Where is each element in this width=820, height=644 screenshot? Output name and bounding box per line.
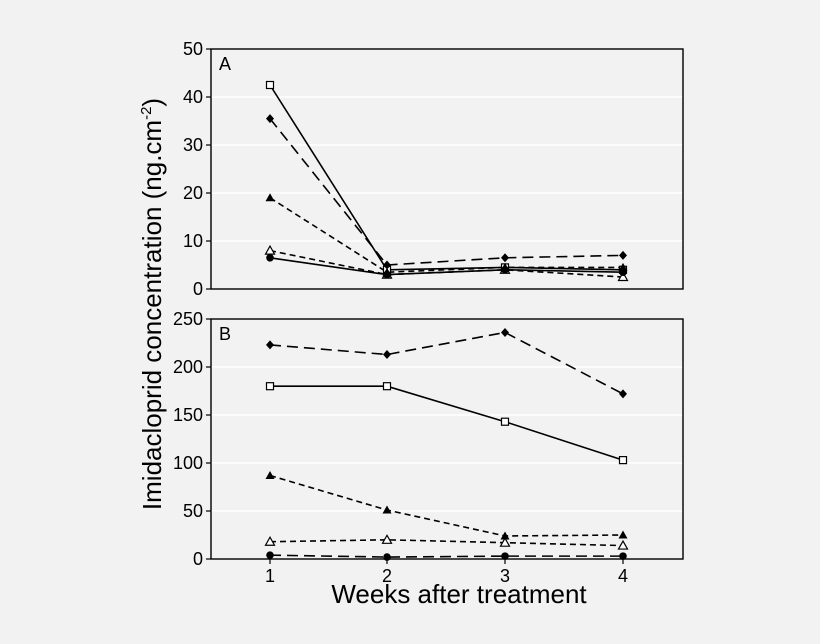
panel-a-series-5-point <box>619 268 627 277</box>
panel-b-series-3-point <box>500 531 510 540</box>
panel-a-y-tick-label: 10 <box>183 231 203 251</box>
panel-a-y-tick-label: 40 <box>183 87 203 107</box>
panel-a-series-3-point <box>265 193 275 202</box>
x-tick-label: 3 <box>500 566 510 586</box>
panel-b-series-2-point <box>618 456 628 465</box>
panel-b-series-5-point <box>266 551 274 559</box>
panel-b-series-5-point <box>619 552 627 560</box>
panel-b-series-4-point <box>381 534 393 544</box>
panel-a-series-5-point <box>501 266 509 274</box>
panel-a-plot-area <box>211 49 683 289</box>
panel-b-series-4-line <box>269 538 624 547</box>
panel-a-series-1-point <box>265 80 275 90</box>
panel-b-series-1-line <box>269 331 624 395</box>
panel-a-y-tick-label: 30 <box>183 135 203 155</box>
panel-b-plot-area <box>211 319 683 559</box>
x-tick-label: 1 <box>265 566 275 586</box>
panel-b-series-3-point <box>618 530 628 539</box>
panel-a-frame <box>210 48 684 290</box>
panel-a-y-tick-label: 0 <box>193 279 203 299</box>
panel-b-series-2-point <box>500 417 510 426</box>
x-axis: 1 2 3 4 Weeks after treatment <box>265 559 628 609</box>
panel-a: 0 10 20 30 40 50 A <box>183 39 684 299</box>
panel-b-y-tick-label: 50 <box>183 501 203 521</box>
panel-a-series-2-point <box>501 253 509 263</box>
y-axis-label-superscript: -2 <box>138 107 155 120</box>
panel-b-series-1-point <box>383 350 391 360</box>
panel-a-series-2-point <box>266 114 274 124</box>
panel-b-frame <box>210 318 684 560</box>
panel-b-series-3-point <box>265 470 275 479</box>
panel-b: 0 50 100 150 200 250 B <box>173 309 684 569</box>
panel-b-series-1-point <box>266 340 274 350</box>
panel-b-series-3-point <box>382 505 392 514</box>
panel-a-series-5-point <box>383 270 391 279</box>
panel-a-series-1-line <box>269 84 624 271</box>
panel-b-series-2-point <box>382 382 392 391</box>
panel-b-y-tick-label: 200 <box>173 357 203 377</box>
panel-a-series-4-point <box>617 271 629 282</box>
panel-a-series-2-point <box>619 250 627 260</box>
x-tick-label: 2 <box>382 566 392 586</box>
panel-b-series-2-point <box>265 382 275 391</box>
panel-b-series-3-line <box>269 474 624 537</box>
y-axis-label-main: Imidacloprid concentration (ng.cm <box>137 120 167 510</box>
panel-b-series-5-point <box>383 553 391 561</box>
panel-b-series-1-point <box>619 389 627 399</box>
panel-b-series-2-line <box>270 385 624 461</box>
panel-b-y-tick-label: 250 <box>173 309 203 329</box>
panel-b-y-tick-label: 100 <box>173 453 203 473</box>
x-axis-label: Weeks after treatment <box>331 579 587 609</box>
y-axis-label-close: ) <box>137 98 167 107</box>
panel-b-series-5-line <box>269 554 623 558</box>
panel-a-label: A <box>219 54 231 74</box>
panel-b-series-4-point <box>499 536 511 547</box>
panel-b-label: B <box>219 324 231 344</box>
panel-a-series-5-line <box>269 257 624 276</box>
panel-b-series-4-point <box>264 535 276 546</box>
panel-a-y-tick-label: 50 <box>183 39 203 59</box>
x-tick-label: 4 <box>618 566 628 586</box>
panel-a-series-2-point <box>383 260 391 270</box>
panel-a-series-3-point <box>618 262 628 271</box>
panel-a-y-tick-label: 20 <box>183 183 203 203</box>
panel-a-series-2-line <box>269 118 624 266</box>
panel-b-series-1-point <box>501 327 509 337</box>
panel-b-series-5-point <box>501 552 509 560</box>
panel-a-series-3-line <box>269 197 623 274</box>
panel-b-series-4-point <box>617 539 629 550</box>
y-axis-label: Imidacloprid concentration (ng.cm-2) <box>137 98 167 510</box>
panel-a-series-5-point <box>266 253 274 262</box>
panel-b-y-tick-label: 150 <box>173 405 203 425</box>
panel-b-y-tick-label: 0 <box>193 549 203 569</box>
